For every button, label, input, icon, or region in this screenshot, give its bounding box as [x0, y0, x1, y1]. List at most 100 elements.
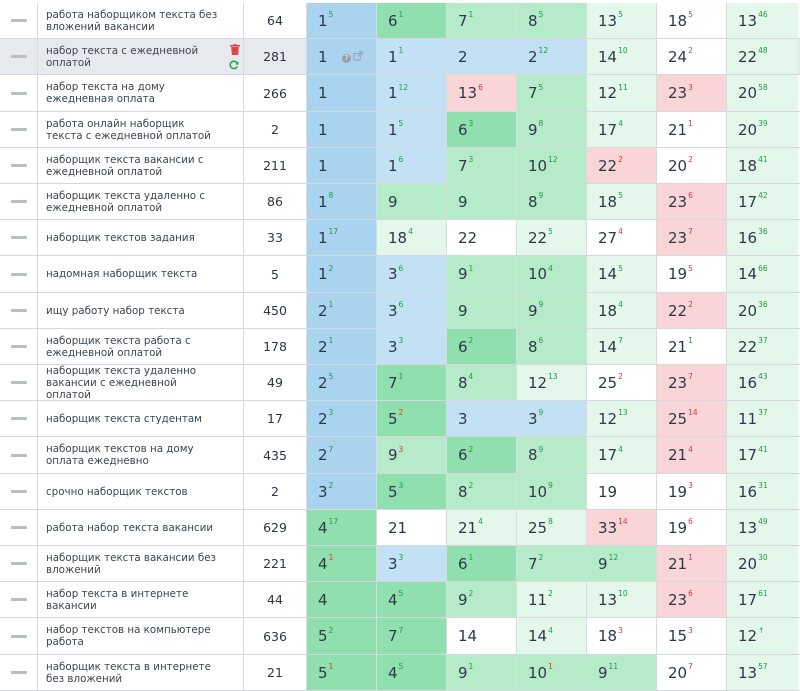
- external-link-icon[interactable]: [353, 51, 363, 61]
- table-row[interactable]: наборщик текста вакансии без вложений 221…: [0, 546, 800, 582]
- position-cell: 22 5: [517, 220, 587, 255]
- position-change: 1: [468, 553, 474, 562]
- table-row[interactable]: наборщик текста работа с ежедневной опла…: [0, 329, 800, 365]
- position-cell: 12 11: [587, 75, 657, 111]
- position-cell: 19 3: [657, 474, 727, 509]
- table-row[interactable]: работа набор текста вакансии 629 4 17 21 21 4 2…: [0, 510, 800, 546]
- position-value: 20: [668, 156, 688, 175]
- position-value: 12: [738, 627, 758, 645]
- table-row[interactable]: набор текста на дому ежедневная оплата 26…: [0, 75, 800, 112]
- minus-icon: [10, 671, 27, 674]
- row-drag-handle[interactable]: [0, 112, 38, 147]
- position-value: 17: [598, 446, 618, 464]
- position-cell: 10 9: [517, 474, 587, 509]
- table-row[interactable]: набор текста в интернете вакансии 44 4 4 5 9 2…: [0, 582, 800, 618]
- row-drag-handle[interactable]: [0, 75, 38, 111]
- table-row[interactable]: наборщик текстов задания 33 1 17 18 4 22 22 5 27 4…: [0, 220, 800, 256]
- position-change: 13: [548, 372, 558, 381]
- row-drag-handle[interactable]: [0, 329, 38, 364]
- row-drag-handle[interactable]: [0, 3, 38, 38]
- position-value: 27: [598, 228, 618, 247]
- position-cell: 27 4: [587, 220, 657, 255]
- table-row[interactable]: ищу работу набор текста 450 2 1 3 6 9 9 9 18 4 22 2 2…: [0, 293, 800, 329]
- position-value: 18: [598, 627, 618, 645]
- position-value: 14: [598, 47, 618, 66]
- position-value: 21: [458, 518, 478, 537]
- table-row[interactable]: работа онлайн наборщик текста с ежедневн…: [0, 112, 800, 148]
- table-row[interactable]: надомная наборщик текста 5 1 2 3 6 9 1 10 4 14 5 19 5…: [0, 256, 800, 293]
- position-value: 2: [318, 373, 328, 392]
- keyword-text: ищу работу набор текста: [46, 304, 185, 317]
- table-row[interactable]: наборщик текста студентам 17 2 3 5 2 3 3 9 12 13 25…: [0, 401, 800, 437]
- row-drag-handle[interactable]: [0, 546, 38, 581]
- table-row[interactable]: срочно наборщик текстов 2 3 2 5 3 8 2 10 9 19 19 3 16…: [0, 474, 800, 510]
- position-cell: 12 ↑: [727, 618, 798, 654]
- row-drag-handle[interactable]: [0, 293, 38, 328]
- row-drag-handle[interactable]: [0, 582, 38, 617]
- row-drag-handle[interactable]: [0, 365, 38, 400]
- position-value: 19: [598, 482, 618, 501]
- position-change: 1: [688, 336, 693, 345]
- refresh-icon[interactable]: [229, 60, 239, 70]
- keyword-text: наборщик текста удаленно с ежедневной оп…: [46, 189, 206, 214]
- keyword-cell: набор текста в интернете вакансии: [38, 582, 244, 617]
- position-change: 5: [328, 10, 334, 19]
- table-row[interactable]: наборщик текста в интернете без вложений…: [0, 655, 800, 691]
- position-value: 3: [318, 482, 328, 501]
- table-row[interactable]: наборщик текста удаленно вакансии с ежед…: [0, 365, 800, 401]
- frequency-cell: 629: [244, 510, 307, 545]
- keyword-cell: набор текста с ежедневной оплатой: [38, 39, 244, 74]
- row-drag-handle[interactable]: [0, 401, 38, 436]
- position-cell: 17 4: [587, 437, 657, 473]
- position-change: 10: [618, 46, 628, 55]
- position-change: 49: [758, 517, 768, 526]
- row-drag-handle[interactable]: [0, 220, 38, 255]
- row-drag-handle[interactable]: [0, 437, 38, 473]
- row-drag-handle[interactable]: [0, 256, 38, 292]
- position-cell: 4 17: [307, 510, 377, 545]
- position-cell: 14: [447, 618, 517, 654]
- row-drag-handle[interactable]: [0, 148, 38, 183]
- position-value: 7: [388, 373, 398, 392]
- table-row[interactable]: работа наборщиком текста без вложений ва…: [0, 3, 800, 39]
- row-drag-handle[interactable]: [0, 474, 38, 509]
- table-row[interactable]: набор текста с ежедневной оплатой 281 1? 1 1…: [0, 39, 800, 75]
- row-drag-handle[interactable]: [0, 510, 38, 545]
- table-row[interactable]: наборщик текста вакансии с ежедневной оп…: [0, 148, 800, 184]
- row-drag-handle[interactable]: [0, 39, 38, 74]
- table-row[interactable]: набор текстов на компьютере работа 636 5 2 7…: [0, 618, 800, 655]
- position-cell: 17 4: [587, 112, 657, 147]
- position-change: 2: [688, 46, 693, 55]
- position-change: 2: [468, 589, 474, 598]
- position-change: 61: [758, 589, 768, 598]
- row-drag-handle[interactable]: [0, 655, 38, 690]
- position-value: 23: [668, 84, 688, 102]
- position-value: 22: [598, 156, 618, 175]
- table-row[interactable]: наборщик текста удаленно с ежедневной оп…: [0, 184, 800, 220]
- minus-icon: [10, 55, 27, 58]
- position-value: 9: [458, 663, 468, 682]
- keyword-cell: набор текстов на компьютере работа: [38, 618, 244, 654]
- position-change: 4: [468, 372, 474, 381]
- position-value: 33: [598, 518, 618, 537]
- frequency-cell: 178: [244, 329, 307, 364]
- trash-icon[interactable]: [230, 44, 240, 55]
- position-change: 5: [398, 119, 404, 128]
- row-drag-handle[interactable]: [0, 618, 38, 654]
- row-drag-handle[interactable]: [0, 184, 38, 219]
- table-row[interactable]: наборщик текстов на дому оплата ежедневн…: [0, 437, 800, 474]
- frequency-cell: 221: [244, 546, 307, 581]
- position-cell: 25 2: [587, 365, 657, 400]
- position-change: 2: [328, 625, 334, 635]
- position-change: 4: [618, 444, 623, 454]
- help-icon[interactable]: ?: [342, 54, 351, 63]
